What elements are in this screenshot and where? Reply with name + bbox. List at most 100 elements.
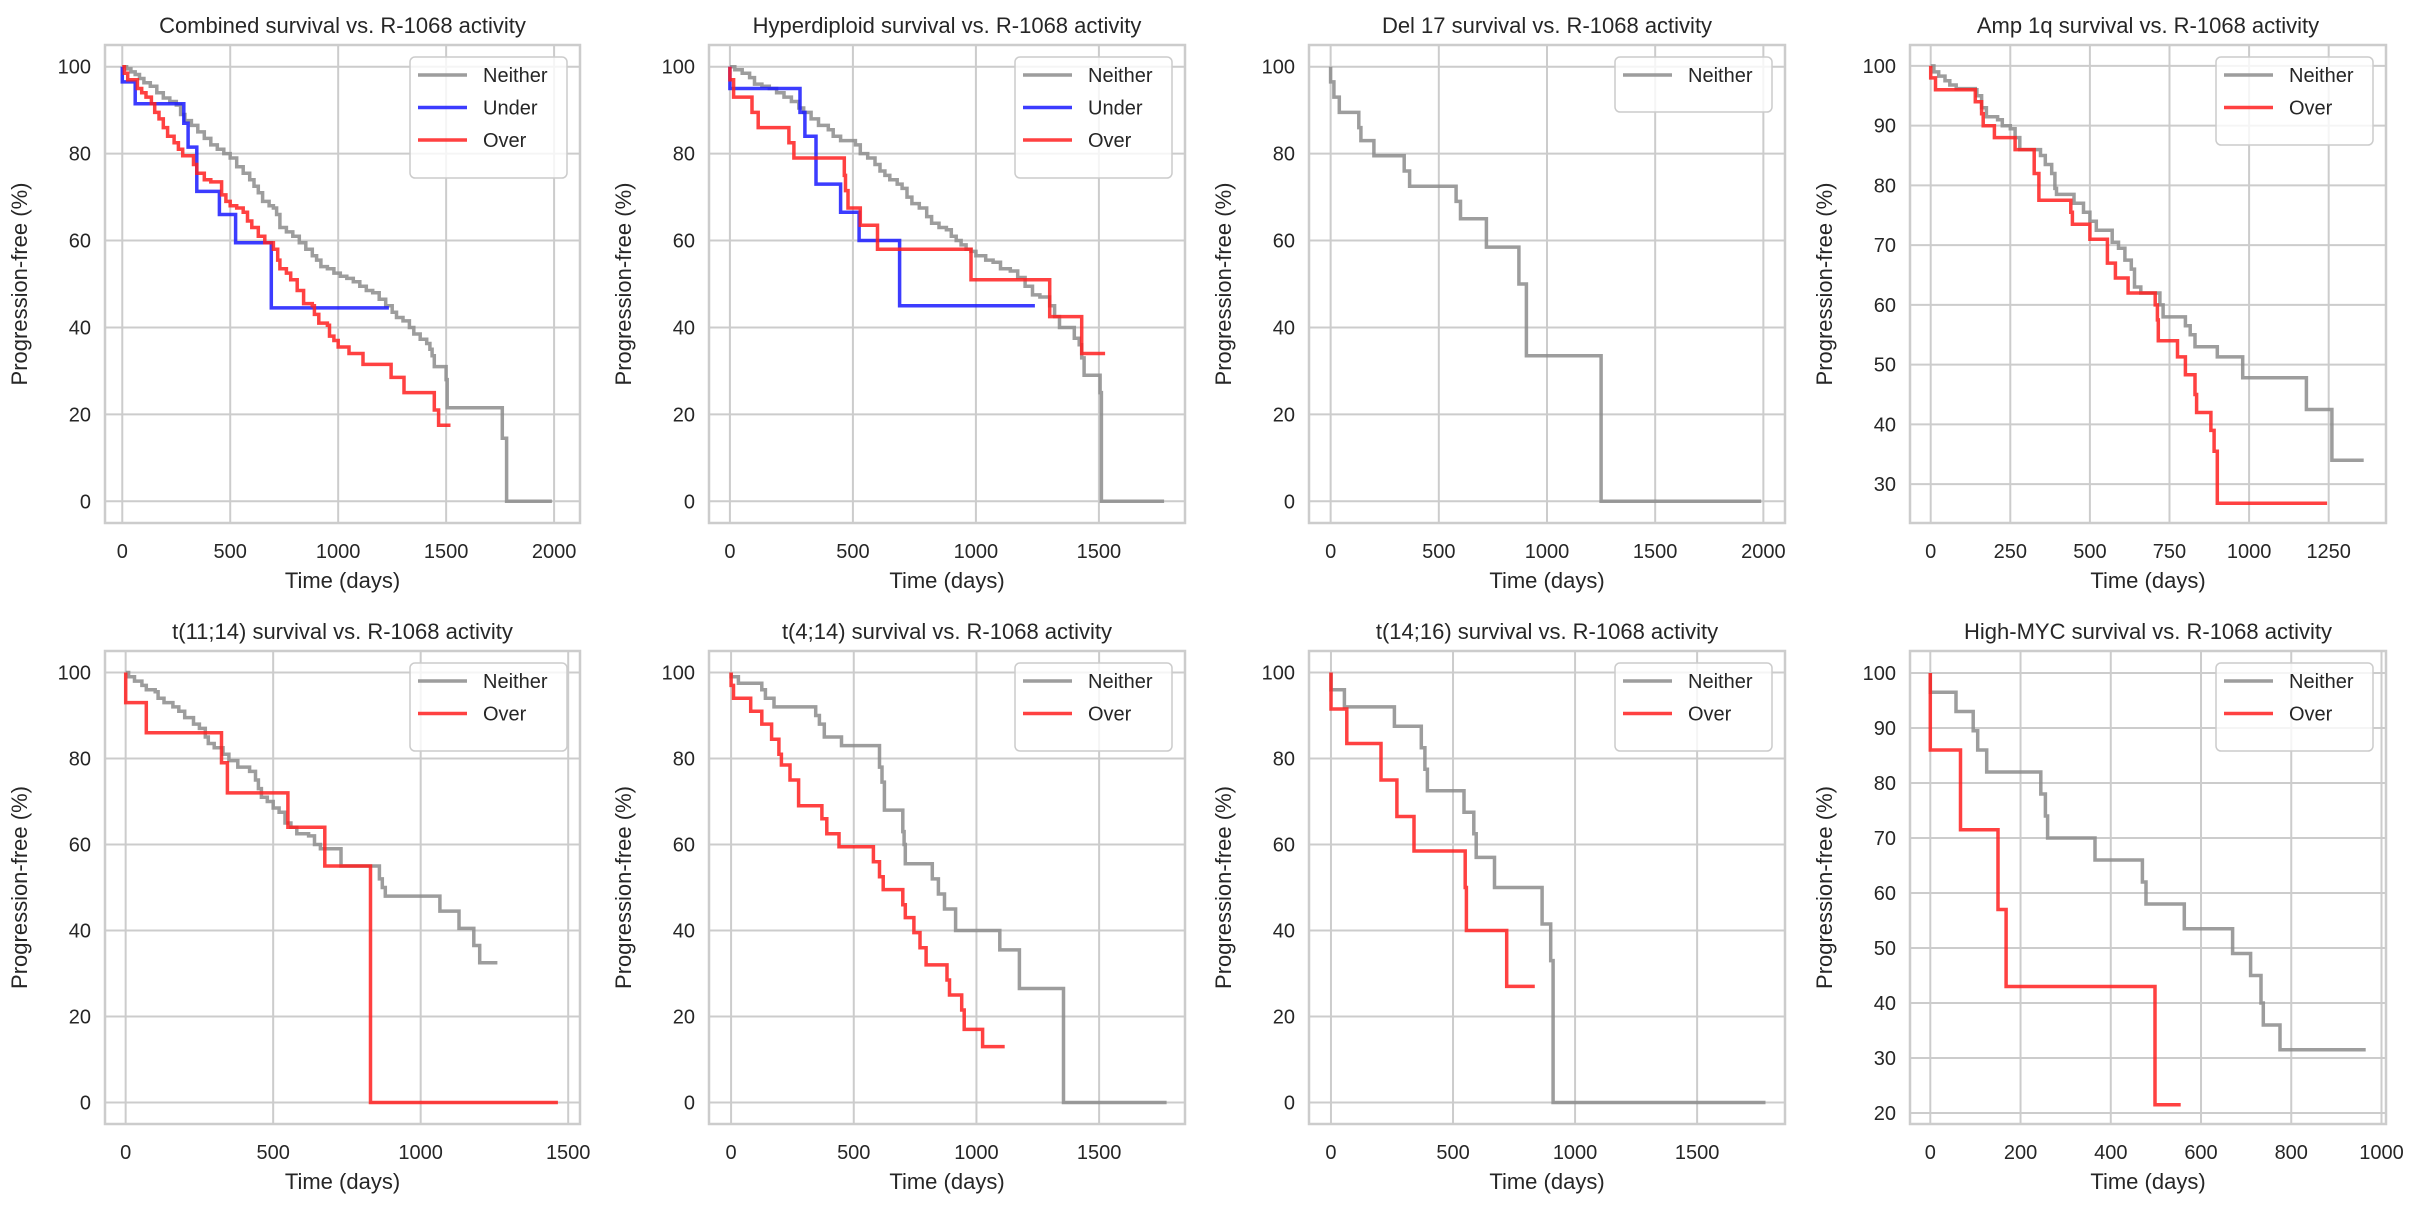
x-tick-label: 1500 [424, 541, 469, 563]
y-tick-label: 70 [1874, 828, 1896, 850]
y-tick-label: 40 [1273, 921, 1295, 943]
x-tick-label: 800 [2275, 1142, 2308, 1164]
x-tick-label: 500 [836, 541, 869, 563]
legend-label: Over [483, 704, 527, 726]
chart-title: Combined survival vs. R-1068 activity [159, 13, 526, 38]
y-tick-label: 100 [1262, 57, 1295, 79]
x-tick-label: 1000 [1525, 541, 1570, 563]
series-line-over [1928, 673, 2181, 1107]
x-tick-label: 0 [1325, 1142, 1336, 1164]
x-tick-label: 250 [1994, 541, 2027, 563]
y-tick-label: 90 [1874, 718, 1896, 740]
axes-frame [707, 43, 1187, 525]
subplot-7: 0 500 1000 1500 0 20 40 60 80 100 t(14;16) surviva… [1211, 619, 1787, 1194]
x-tick-label: 1500 [1633, 541, 1678, 563]
y-tick-label: 20 [1273, 404, 1295, 426]
legend-box [409, 56, 568, 179]
y-tick-label: 20 [673, 404, 695, 426]
x-tick-label: 1500 [546, 1142, 591, 1164]
axes-frame [707, 649, 1187, 1126]
legend-box [2215, 662, 2374, 752]
y-tick-label: 50 [1874, 355, 1896, 377]
y-tick-label: 70 [1874, 235, 1896, 257]
subplot-3: 0 500 1000 1500 2000 0 20 40 60 80 100 Del 17 survi… [1211, 13, 1787, 593]
legend-label: Neither [483, 671, 548, 693]
subplot-5: 0 500 1000 1500 0 20 40 60 80 100 t(11;14) surviva… [7, 619, 590, 1194]
y-tick-label: 100 [662, 57, 695, 79]
legend: Neither Over [1014, 662, 1173, 752]
x-tick-label: 1000 [398, 1142, 443, 1164]
x-axis-label: Time (days) [1489, 1169, 1604, 1194]
y-tick-label: 60 [69, 835, 91, 857]
legend-label: Over [483, 130, 527, 152]
series-line-over [1329, 672, 1535, 989]
y-tick-label: 0 [80, 491, 91, 513]
legend-label: Neither [2289, 671, 2354, 693]
subplot-2: 0 500 1000 1500 0 20 40 60 80 100 Hyperdiploid sur… [611, 13, 1187, 593]
x-tick-label: 1500 [1077, 1142, 1122, 1164]
series-line-over [123, 672, 558, 1105]
legend: Neither Over [1614, 662, 1773, 752]
y-tick-label: 90 [1874, 116, 1896, 138]
x-axis-label: Time (days) [285, 568, 400, 593]
legend-label: Over [1088, 704, 1132, 726]
y-tick-label: 0 [684, 491, 695, 513]
series-line-over [122, 64, 451, 427]
axes-frame [1307, 43, 1787, 525]
x-tick-label: 2000 [532, 541, 577, 563]
legend-label: Neither [483, 65, 548, 87]
legend: Neither Under Over [409, 56, 568, 179]
chart-title: Del 17 survival vs. R-1068 activity [1382, 13, 1712, 38]
x-tick-label: 1000 [954, 541, 999, 563]
x-tick-label: 1500 [1675, 1142, 1720, 1164]
x-tick-label: 0 [120, 1142, 131, 1164]
x-tick-label: 750 [2153, 541, 2186, 563]
y-tick-label: 20 [1273, 1007, 1295, 1029]
y-tick-label: 80 [69, 144, 91, 166]
y-tick-label: 100 [662, 663, 695, 685]
x-tick-label: 1500 [1077, 541, 1122, 563]
series-line-neither [1328, 66, 1762, 504]
legend-box [409, 662, 568, 752]
y-tick-label: 0 [80, 1093, 91, 1115]
y-tick-label: 0 [1284, 1093, 1295, 1115]
legend-label: Over [1088, 130, 1132, 152]
series-line-neither [1329, 672, 1766, 1105]
chart-title: High-MYC survival vs. R-1068 activity [1964, 619, 2332, 644]
series-line-over [1928, 65, 2328, 506]
y-tick-label: 50 [1874, 938, 1896, 960]
y-tick-label: 40 [1874, 414, 1896, 436]
y-tick-label: 60 [673, 835, 695, 857]
x-tick-label: 1250 [2306, 541, 2351, 563]
y-axis-label: Progression-free (%) [1211, 786, 1236, 989]
legend: Neither [1614, 56, 1773, 113]
legend: Neither Over [409, 662, 568, 752]
x-axis-label: Time (days) [285, 1169, 400, 1194]
x-tick-label: 1000 [316, 541, 361, 563]
y-tick-label: 0 [684, 1093, 695, 1115]
x-tick-label: 200 [2004, 1142, 2037, 1164]
y-tick-label: 100 [1863, 663, 1896, 685]
x-tick-label: 500 [1422, 541, 1455, 563]
x-tick-label: 1000 [2227, 541, 2272, 563]
y-tick-label: 80 [1273, 144, 1295, 166]
series-line-neither [1928, 673, 2366, 1052]
axes-frame [103, 649, 582, 1126]
y-axis-label: Progression-free (%) [7, 183, 32, 386]
legend: Neither Under Over [1014, 56, 1173, 179]
legend: Neither Over [2215, 662, 2374, 752]
legend-label: Neither [1688, 671, 1753, 693]
y-axis-label: Progression-free (%) [1812, 786, 1837, 989]
x-tick-label: 500 [837, 1142, 870, 1164]
legend-box [1614, 56, 1773, 113]
series-line-under [728, 66, 1035, 308]
chart-title: t(14;16) survival vs. R-1068 activity [1376, 619, 1718, 644]
y-tick-label: 100 [58, 57, 91, 79]
y-tick-label: 60 [1273, 835, 1295, 857]
y-tick-label: 40 [1874, 993, 1896, 1015]
legend-box [2215, 56, 2374, 146]
x-tick-label: 0 [117, 541, 128, 563]
legend-label: Neither [1088, 65, 1153, 87]
legend-label: Over [2289, 704, 2333, 726]
x-tick-label: 1000 [2359, 1142, 2404, 1164]
